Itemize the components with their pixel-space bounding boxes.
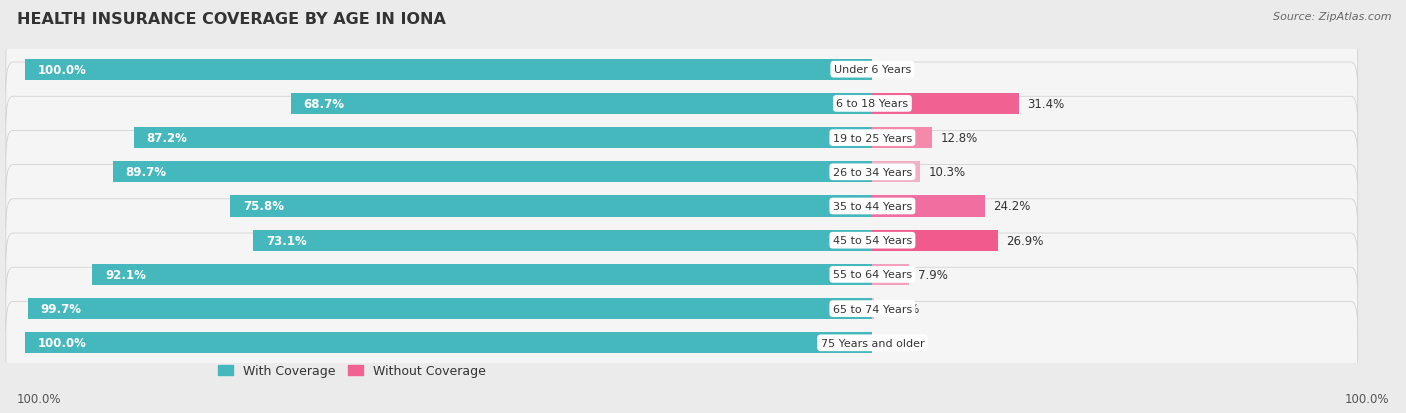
Bar [872, 264, 910, 285]
Text: 26 to 34 Years: 26 to 34 Years [832, 167, 912, 177]
Bar [112, 162, 872, 183]
Bar [93, 264, 872, 285]
FancyBboxPatch shape [6, 165, 1358, 248]
Text: 65 to 74 Years: 65 to 74 Years [832, 304, 912, 314]
Bar [872, 128, 932, 149]
Text: 6 to 18 Years: 6 to 18 Years [837, 99, 908, 109]
Text: 75 Years and older: 75 Years and older [821, 338, 924, 348]
Text: 92.1%: 92.1% [105, 268, 146, 281]
Text: 19 to 25 Years: 19 to 25 Years [832, 133, 912, 143]
Legend: With Coverage, Without Coverage: With Coverage, Without Coverage [212, 359, 491, 382]
Bar [28, 298, 872, 319]
FancyBboxPatch shape [6, 268, 1358, 350]
Text: 12.8%: 12.8% [941, 132, 977, 145]
Bar [231, 196, 872, 217]
FancyBboxPatch shape [6, 199, 1358, 282]
Text: 55 to 64 Years: 55 to 64 Years [832, 270, 912, 280]
FancyBboxPatch shape [6, 131, 1358, 214]
Text: 35 to 44 Years: 35 to 44 Years [832, 202, 912, 211]
Bar [872, 230, 998, 251]
Text: HEALTH INSURANCE COVERAGE BY AGE IN IONA: HEALTH INSURANCE COVERAGE BY AGE IN IONA [17, 12, 446, 27]
Text: 87.2%: 87.2% [146, 132, 187, 145]
Text: 100.0%: 100.0% [17, 392, 62, 405]
Bar [872, 94, 1019, 115]
FancyBboxPatch shape [6, 63, 1358, 145]
Text: 26.9%: 26.9% [1007, 234, 1043, 247]
Text: 73.1%: 73.1% [266, 234, 307, 247]
Bar [253, 230, 872, 251]
Bar [872, 196, 986, 217]
Text: 100.0%: 100.0% [38, 64, 87, 76]
Bar [25, 332, 872, 354]
Text: 24.2%: 24.2% [994, 200, 1031, 213]
FancyBboxPatch shape [6, 97, 1358, 180]
Text: 7.9%: 7.9% [918, 268, 948, 281]
Text: 89.7%: 89.7% [125, 166, 166, 179]
Text: Under 6 Years: Under 6 Years [834, 65, 911, 75]
Text: Source: ZipAtlas.com: Source: ZipAtlas.com [1274, 12, 1392, 22]
Bar [25, 59, 872, 81]
Text: 10.3%: 10.3% [929, 166, 966, 179]
FancyBboxPatch shape [6, 29, 1358, 112]
Text: 75.8%: 75.8% [243, 200, 284, 213]
Text: 31.4%: 31.4% [1028, 97, 1064, 111]
Bar [134, 128, 872, 149]
Text: 45 to 54 Years: 45 to 54 Years [832, 236, 912, 246]
Text: 100.0%: 100.0% [38, 337, 87, 349]
FancyBboxPatch shape [6, 233, 1358, 316]
Text: 100.0%: 100.0% [1344, 392, 1389, 405]
Bar [291, 94, 872, 115]
FancyBboxPatch shape [6, 301, 1358, 384]
Text: 68.7%: 68.7% [304, 97, 344, 111]
Text: 0.0%: 0.0% [882, 64, 911, 76]
Bar [872, 162, 921, 183]
Text: 0.29%: 0.29% [882, 302, 920, 316]
Text: 0.0%: 0.0% [882, 337, 911, 349]
Text: 99.7%: 99.7% [41, 302, 82, 316]
